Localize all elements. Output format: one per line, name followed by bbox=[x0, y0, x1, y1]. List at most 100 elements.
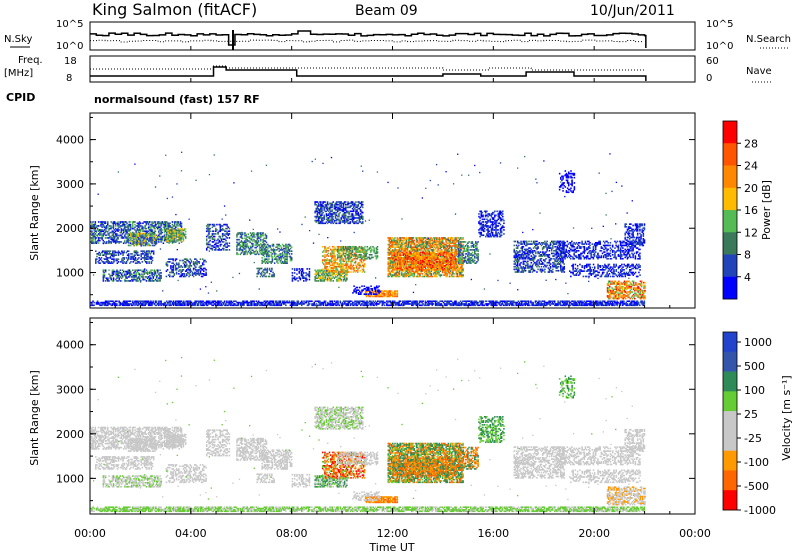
power-cell bbox=[256, 245, 259, 248]
power-cell bbox=[212, 225, 215, 227]
power-cell bbox=[161, 229, 163, 231]
power-cell bbox=[363, 252, 365, 255]
power-cell bbox=[136, 227, 139, 230]
power-cell bbox=[143, 258, 146, 260]
power-cell bbox=[113, 258, 115, 260]
power-cell bbox=[270, 261, 273, 263]
power-cell bbox=[340, 255, 342, 257]
power-cell bbox=[330, 249, 333, 252]
power-cell bbox=[355, 269, 358, 272]
power-cell bbox=[91, 231, 93, 234]
power-cell bbox=[622, 303, 624, 305]
power-cell bbox=[135, 253, 138, 255]
power-cell bbox=[179, 301, 182, 304]
power-cell bbox=[361, 215, 364, 218]
power-cell bbox=[104, 270, 107, 273]
power-cell bbox=[345, 265, 348, 268]
power-cell bbox=[337, 201, 339, 203]
power-cell bbox=[281, 255, 284, 258]
power-cell bbox=[146, 242, 149, 245]
power-cell bbox=[578, 300, 581, 303]
power-cell bbox=[159, 280, 161, 282]
power-cell bbox=[133, 278, 135, 281]
power-cell bbox=[266, 269, 269, 271]
power-cell bbox=[320, 304, 322, 307]
power-cell bbox=[335, 261, 338, 264]
power-cell bbox=[322, 304, 325, 307]
power-cell bbox=[101, 221, 103, 223]
power-cell bbox=[346, 303, 348, 305]
power-cell bbox=[99, 233, 101, 235]
power-cell bbox=[131, 221, 134, 223]
power-cell bbox=[176, 222, 178, 225]
power-cell bbox=[151, 257, 154, 259]
power-cell bbox=[173, 223, 176, 226]
power-cell bbox=[128, 239, 131, 242]
power-cell bbox=[158, 239, 160, 242]
power-cell bbox=[141, 243, 143, 245]
power-cell bbox=[102, 278, 105, 281]
power-cell bbox=[317, 209, 320, 211]
power-cell bbox=[348, 271, 350, 273]
power-cell bbox=[344, 277, 347, 280]
power-cell bbox=[135, 236, 138, 239]
power-cell bbox=[349, 210, 352, 213]
power-cell bbox=[480, 301, 482, 304]
power-cell bbox=[152, 250, 155, 253]
power-cell bbox=[610, 304, 613, 307]
power-cell bbox=[276, 261, 278, 263]
power-cell bbox=[155, 241, 157, 244]
power-cell bbox=[159, 233, 161, 235]
power-cell bbox=[109, 241, 111, 243]
power-cell bbox=[103, 225, 106, 227]
power-cell bbox=[129, 227, 132, 230]
power-cell bbox=[375, 301, 378, 304]
power-cell bbox=[339, 202, 341, 205]
power-cell bbox=[261, 259, 263, 262]
power-cell bbox=[156, 222, 159, 225]
power-cell bbox=[325, 205, 328, 207]
power-cell bbox=[351, 249, 354, 252]
power-cell bbox=[153, 240, 156, 243]
power-cell bbox=[250, 242, 253, 245]
power-cell bbox=[95, 225, 98, 227]
power-cell bbox=[224, 234, 226, 237]
power-cell bbox=[354, 303, 356, 305]
power-cell bbox=[112, 235, 115, 238]
power-cell bbox=[199, 271, 202, 274]
power-cell bbox=[172, 266, 174, 268]
power-cell bbox=[183, 233, 186, 236]
power-cell bbox=[129, 225, 132, 227]
power-cell bbox=[260, 267, 263, 270]
power-cell bbox=[315, 272, 318, 274]
power-cell bbox=[435, 303, 438, 305]
power-cell bbox=[395, 304, 397, 307]
power-cell bbox=[141, 236, 143, 239]
power-cell bbox=[200, 265, 203, 267]
power-cell bbox=[246, 240, 248, 242]
power-cell bbox=[197, 269, 199, 271]
power-cell bbox=[134, 270, 136, 273]
power-cell bbox=[151, 221, 153, 223]
power-cell bbox=[127, 238, 129, 241]
power-cell bbox=[481, 301, 483, 304]
power-cell bbox=[184, 236, 187, 238]
power-cell bbox=[333, 273, 336, 276]
power-cell bbox=[248, 237, 251, 240]
power-cell bbox=[346, 249, 348, 252]
power-cell bbox=[207, 226, 209, 229]
power-cell bbox=[337, 215, 339, 218]
power-cell bbox=[195, 272, 197, 275]
power-cell bbox=[209, 239, 211, 242]
power-cell bbox=[318, 210, 321, 213]
power-cell bbox=[183, 234, 186, 237]
power-cell bbox=[371, 291, 374, 294]
power-cell bbox=[97, 301, 100, 304]
power-cell bbox=[260, 304, 262, 307]
power-cell bbox=[218, 241, 220, 243]
power-cell bbox=[101, 261, 104, 263]
power-cell bbox=[263, 261, 266, 263]
power-cell bbox=[163, 225, 166, 227]
power-cell bbox=[161, 231, 163, 234]
power-cell bbox=[369, 245, 372, 248]
